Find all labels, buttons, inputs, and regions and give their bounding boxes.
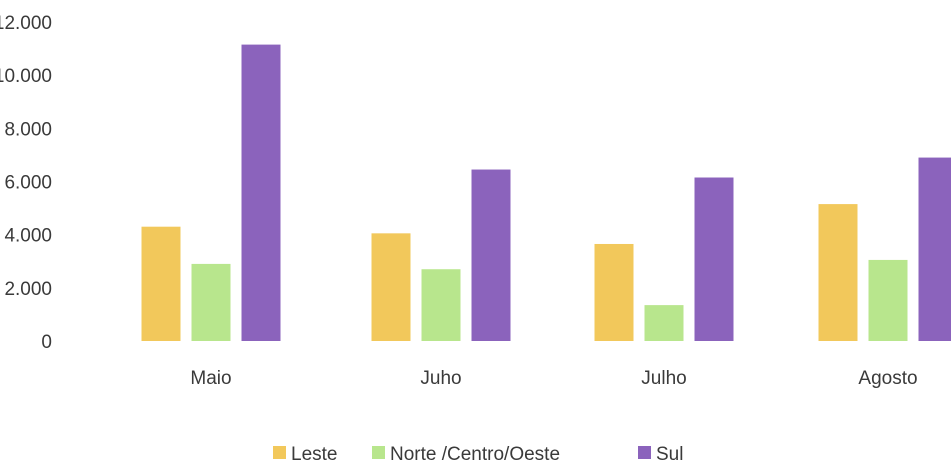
bar-sul-agosto xyxy=(918,157,951,341)
legend-label: Sul xyxy=(656,444,683,465)
y-tick-label: 10.000 xyxy=(0,66,52,87)
y-tick-label: 12.000 xyxy=(0,13,52,34)
legend-label: Norte /Centro/Oeste xyxy=(390,444,560,465)
bar-leste-julho xyxy=(594,243,634,341)
bar-sul-maio xyxy=(241,44,281,342)
bar-norte-centro-oeste-maio xyxy=(191,263,231,341)
y-tick-label: 8.000 xyxy=(4,119,52,140)
y-axis: 0 2.000 4.000 6.000 8.000 10.000 12.000 xyxy=(0,13,52,353)
y-tick-label: 4.000 xyxy=(4,226,52,247)
bar-norte-centro-oeste-julho xyxy=(644,305,684,341)
y-tick-label: 2.000 xyxy=(4,279,52,300)
x-category-label: Agosto xyxy=(858,368,917,389)
bar-sul-juho xyxy=(471,169,511,341)
y-tick-label: 6.000 xyxy=(4,173,52,194)
legend-swatch xyxy=(638,446,651,459)
bar-norte-centro-oeste-juho xyxy=(421,269,461,341)
x-category-label: Julho xyxy=(641,368,686,389)
legend-label: Leste xyxy=(291,444,337,465)
y-tick-label: 0 xyxy=(41,332,52,353)
bar-leste-juho xyxy=(371,233,411,341)
bar-leste-maio xyxy=(141,226,181,341)
x-category-label: Maio xyxy=(190,368,231,389)
legend-swatch xyxy=(372,446,385,459)
x-axis: Maio Juho Julho Agosto xyxy=(190,368,917,389)
x-category-label: Juho xyxy=(420,368,461,389)
bar-sul-julho xyxy=(694,177,734,341)
legend-swatch xyxy=(273,446,286,459)
legend: Leste Norte /Centro/Oeste Sul xyxy=(273,444,683,465)
bar-norte-centro-oeste-agosto xyxy=(868,259,908,341)
bar-leste-agosto xyxy=(818,204,858,341)
bars xyxy=(141,44,951,342)
